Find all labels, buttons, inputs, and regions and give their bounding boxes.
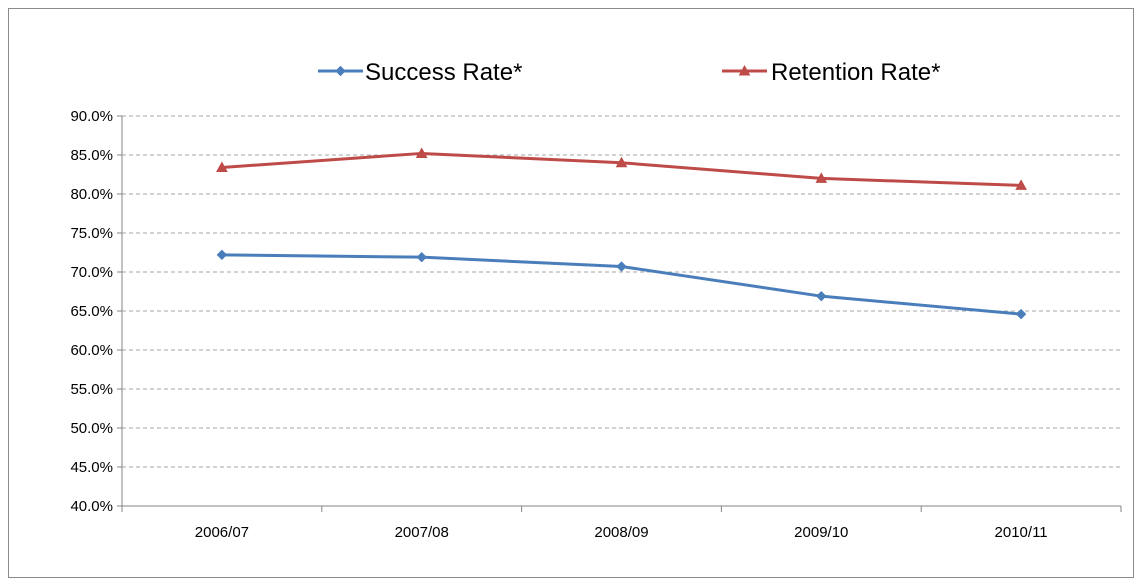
y-tick-label: 40.0% <box>70 498 113 515</box>
y-tick-label: 45.0% <box>70 459 113 476</box>
chart-frame <box>8 8 1134 578</box>
data-point <box>415 147 428 158</box>
y-tick-label: 50.0% <box>70 420 113 437</box>
legend-item-retention-rate: Retention Rate* <box>722 59 940 86</box>
y-tick-label: 65.0% <box>70 303 113 320</box>
legend: Success Rate* Retention Rate* <box>318 59 940 86</box>
data-point <box>615 156 628 168</box>
x-tick-label: 2007/08 <box>395 524 449 541</box>
y-tick-label: 55.0% <box>70 381 113 398</box>
legend-marker <box>738 64 751 76</box>
x-tick-label: 2006/07 <box>195 524 249 541</box>
x-tick-label: 2010/11 <box>995 524 1048 541</box>
data-point <box>1015 179 1027 190</box>
data-point <box>1015 308 1027 320</box>
y-tick-label: 80.0% <box>70 186 113 203</box>
axes <box>117 115 1122 512</box>
data-point <box>815 172 828 183</box>
gridlines <box>122 115 1121 468</box>
y-tick-label: 60.0% <box>70 342 113 359</box>
y-tick-labels: 40.0% 45.0% 50.0% 55.0% 60.0% 65.0% 70.0% 75.0%… <box>70 108 113 515</box>
legend-label: Success Rate* <box>365 59 522 86</box>
x-tick-labels: 2006/07 2007/08 2008/09 2009/10 2010/11 <box>195 524 1048 541</box>
data-point <box>216 249 228 261</box>
data-point <box>616 261 627 272</box>
y-tick-label: 90.0% <box>70 108 113 125</box>
legend-marker <box>335 65 346 77</box>
y-tick-label: 75.0% <box>70 225 113 242</box>
data-point <box>816 290 827 302</box>
legend-item-success-rate: Success Rate* <box>318 59 522 86</box>
series-retention-rate <box>216 147 1027 190</box>
legend-label: Retention Rate* <box>771 59 940 86</box>
data-point <box>216 161 228 172</box>
series <box>216 147 1027 320</box>
y-tick-label: 85.0% <box>70 147 113 164</box>
y-tick-label: 70.0% <box>70 264 113 281</box>
x-tick-label: 2008/09 <box>594 524 648 541</box>
x-tick-label: 2009/10 <box>794 524 848 541</box>
data-point <box>416 251 427 263</box>
series-success-rate <box>216 249 1027 320</box>
